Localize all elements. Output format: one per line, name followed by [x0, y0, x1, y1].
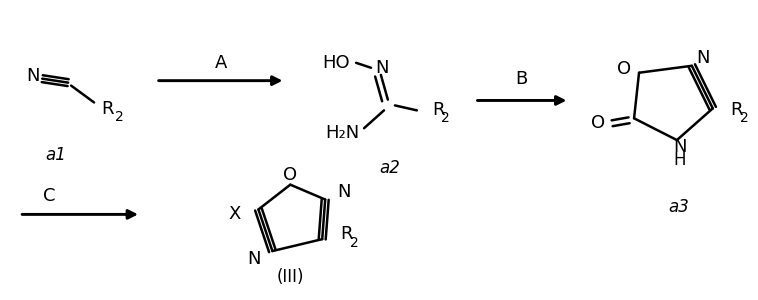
Text: a2: a2	[380, 159, 400, 177]
Text: C: C	[43, 187, 56, 205]
Text: a1: a1	[45, 146, 67, 164]
Text: (III): (III)	[277, 268, 304, 286]
Text: H: H	[674, 151, 686, 169]
Text: N: N	[337, 183, 351, 201]
Text: N: N	[673, 138, 687, 156]
Text: N: N	[247, 250, 261, 268]
Text: A: A	[215, 54, 227, 72]
Text: R: R	[101, 100, 114, 118]
Text: HO: HO	[322, 54, 350, 72]
Text: B: B	[515, 70, 528, 88]
Text: O: O	[617, 60, 631, 78]
Text: 2: 2	[349, 236, 359, 250]
Text: 2: 2	[115, 110, 124, 124]
Text: N: N	[27, 67, 40, 85]
Text: N: N	[375, 59, 389, 77]
Text: O: O	[283, 166, 297, 184]
Text: a3: a3	[669, 199, 689, 217]
Text: 2: 2	[441, 111, 450, 125]
Text: 2: 2	[741, 111, 749, 125]
Text: H₂N: H₂N	[325, 124, 359, 142]
Text: N: N	[696, 49, 709, 67]
Text: X: X	[228, 206, 240, 224]
Text: O: O	[591, 114, 605, 132]
Text: R: R	[432, 101, 444, 119]
Text: R: R	[731, 101, 743, 119]
Text: R: R	[340, 225, 352, 243]
